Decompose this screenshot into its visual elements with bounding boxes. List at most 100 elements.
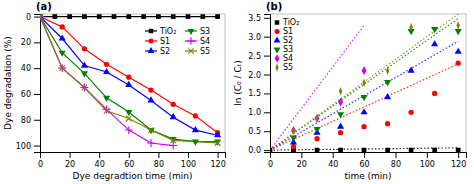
tick-mark: [364, 152, 365, 158]
tick-label: 20: [65, 160, 75, 169]
y-axis: 0.00.51.01.52.02.53.03.5: [248, 14, 270, 155]
tick-label: 60: [21, 90, 31, 99]
legend-label: S1: [160, 37, 170, 46]
legend-item: S3: [185, 27, 210, 36]
data-point: [432, 91, 437, 96]
data-point: [215, 140, 221, 146]
tick-mark: [395, 152, 396, 158]
tick-label: 60: [124, 160, 134, 169]
data-point: [361, 124, 366, 129]
data-point: [409, 23, 412, 32]
tick: 40: [95, 152, 105, 169]
data-point: [192, 126, 199, 132]
data-point: [103, 96, 110, 102]
tick-label: 40: [328, 160, 338, 169]
tick: 3.5: [248, 14, 270, 23]
data-point: [192, 140, 199, 146]
data-point: [362, 78, 365, 87]
data-point: [156, 14, 161, 19]
legend-swatch: [148, 47, 155, 53]
tick-label: 100: [16, 142, 31, 151]
tick: 40: [21, 64, 40, 73]
panel: 020406080100120020406080100(a)Dye degrad…: [3, 1, 226, 181]
tick-mark: [264, 56, 270, 57]
tick-label: 3.0: [248, 33, 261, 42]
tick-label: 120: [451, 160, 466, 169]
tick-mark: [301, 152, 302, 158]
tick: 0: [26, 13, 40, 22]
tick: 80: [154, 152, 164, 169]
data-point: [315, 114, 318, 123]
legend-label: S1: [283, 27, 293, 36]
series-line: [40, 17, 173, 146]
tick: 120: [451, 152, 466, 169]
legend-item: S5: [185, 47, 210, 56]
tick-mark: [218, 152, 219, 158]
data-point: [215, 14, 220, 19]
data-point: [385, 148, 390, 152]
tick-label: 80: [391, 160, 401, 169]
frame: [270, 14, 466, 15]
data-point: [214, 140, 221, 146]
data-point: [147, 96, 154, 102]
legend-label: S2: [283, 36, 293, 45]
data-point: [408, 110, 413, 115]
data-point: [315, 148, 320, 152]
data-point: [431, 40, 438, 46]
legend-swatch: [275, 63, 278, 71]
data-point: [290, 136, 297, 142]
series-line: [40, 17, 218, 136]
legend-item: S1: [145, 37, 170, 46]
legend-swatch: [149, 29, 153, 33]
tick-label: 100: [181, 160, 196, 169]
tick-mark: [99, 152, 100, 158]
tick-mark: [34, 68, 40, 69]
data-point: [170, 138, 176, 144]
tick: 1.0: [248, 108, 270, 117]
data-point: [270, 148, 272, 152]
tick: 80: [21, 116, 40, 125]
series-line: [40, 17, 218, 133]
tick: 60: [21, 90, 40, 99]
data-point: [82, 46, 87, 51]
data-point: [148, 87, 153, 92]
tick-label: 0: [38, 160, 43, 169]
tick: 20: [65, 152, 75, 169]
legend-label: S4: [200, 37, 210, 46]
tick-label: 20: [21, 38, 31, 47]
frame: [225, 14, 226, 152]
tick-label: 3.5: [248, 14, 261, 23]
data-point: [147, 139, 155, 147]
data-point: [361, 95, 368, 101]
data-point: [456, 61, 461, 66]
series-line: [270, 64, 458, 150]
axis-domain: [264, 15, 271, 153]
tick-label: 40: [21, 64, 31, 73]
plot-area: [270, 14, 462, 152]
legend-label: TiO₂: [282, 18, 299, 27]
y-axis-title: Dye degradation (%): [3, 36, 13, 130]
tick-label: 1.0: [248, 108, 261, 117]
data-point: [456, 148, 461, 152]
legend-swatch: [188, 29, 195, 35]
tick-mark: [34, 42, 40, 43]
tick: 0: [38, 152, 43, 169]
legend-item: S4: [275, 54, 294, 63]
legend-swatch: [274, 37, 281, 43]
legend-swatch: [148, 38, 153, 43]
data-point: [40, 14, 44, 20]
tick-mark: [264, 93, 270, 94]
data-point: [386, 66, 389, 75]
tick-label: 0.0: [248, 146, 261, 155]
tick-mark: [427, 152, 428, 158]
legend-item: S1: [274, 27, 293, 36]
data-point: [104, 62, 109, 67]
series-line: [40, 17, 218, 143]
tick-mark: [34, 94, 40, 95]
data-point: [385, 121, 390, 126]
tick: 2.0: [248, 71, 270, 80]
frame: [466, 14, 467, 152]
tick-mark: [458, 152, 459, 158]
data-point: [362, 148, 367, 152]
legend-label: S5: [200, 47, 210, 56]
